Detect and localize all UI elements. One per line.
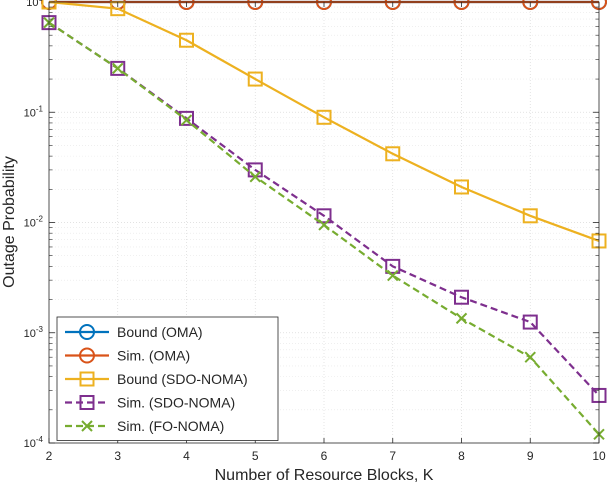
marker-stroke bbox=[455, 312, 468, 325]
legend: Bound (OMA) Sim. (OMA) Bound (SDO-NOMA) Sim… bbox=[56, 316, 279, 441]
x-tick-label: 5 bbox=[252, 449, 259, 463]
legend-entry: Bound (SDO-NOMA) bbox=[65, 371, 248, 387]
data-point bbox=[524, 351, 536, 363]
x-tick-labels: 2 3 4 5 6 7 8 9 10 bbox=[46, 449, 606, 463]
data-point bbox=[79, 324, 95, 340]
x-tick-label: 4 bbox=[183, 449, 190, 463]
data-point bbox=[522, 314, 538, 330]
marker-stroke bbox=[180, 114, 193, 126]
x-tick-label: 10 bbox=[592, 449, 606, 463]
data-point bbox=[387, 269, 399, 282]
data-point bbox=[247, 71, 263, 87]
data-point bbox=[522, 208, 538, 224]
data-point bbox=[454, 179, 469, 195]
legend-entry: Sim. (FO-NOMA) bbox=[65, 418, 224, 434]
y-axis-label: Outage Probability bbox=[1, 156, 18, 288]
y-tick-label: 10-1 bbox=[24, 104, 44, 119]
legend-entry: Sim. (SDO-NOMA) bbox=[65, 395, 235, 411]
data-point bbox=[318, 219, 330, 231]
x-tick-label: 6 bbox=[321, 449, 328, 463]
y-tick-label: 10-4 bbox=[24, 435, 44, 450]
data-point bbox=[81, 420, 93, 432]
x-tick-label: 2 bbox=[46, 449, 53, 463]
y-tick-labels: 100 10-1 10-2 10-3 10-4 bbox=[24, 0, 44, 450]
data-point bbox=[79, 347, 95, 364]
y-tick-label: 10-2 bbox=[24, 215, 44, 230]
x-tick-label: 8 bbox=[458, 449, 465, 463]
legend-label: Bound (SDO-NOMA) bbox=[117, 371, 248, 387]
x-axis-label: Number of Resource Blocks, K bbox=[215, 467, 434, 484]
legend-label: Sim. (SDO-NOMA) bbox=[117, 395, 235, 411]
data-point bbox=[179, 32, 194, 48]
data-point bbox=[455, 312, 468, 325]
marker-stroke bbox=[112, 62, 124, 75]
legend-entry: Sim. (OMA) bbox=[65, 347, 190, 364]
legend-entry: Bound (OMA) bbox=[65, 324, 203, 340]
x-tick-label: 7 bbox=[389, 449, 396, 463]
data-point bbox=[110, 60, 126, 76]
marker-stroke bbox=[249, 171, 261, 183]
marker-stroke bbox=[318, 219, 330, 231]
data-point bbox=[79, 395, 95, 410]
series-5 bbox=[43, 16, 605, 440]
marker-stroke bbox=[524, 351, 536, 363]
data-point bbox=[112, 62, 124, 75]
legend-label: Bound (OMA) bbox=[117, 324, 203, 340]
data-point bbox=[249, 171, 261, 183]
data-point bbox=[79, 371, 95, 387]
data-point bbox=[385, 258, 401, 274]
data-point bbox=[180, 114, 193, 126]
axis-ticks bbox=[48, 1, 600, 444]
data-point bbox=[179, 110, 194, 126]
x-tick-label: 9 bbox=[527, 449, 534, 463]
data-point bbox=[454, 289, 469, 305]
legend-label: Sim. (OMA) bbox=[117, 348, 190, 364]
series-line bbox=[48, 0, 600, 242]
data-point bbox=[385, 146, 401, 162]
legend-label: Sim. (FO-NOMA) bbox=[117, 418, 224, 434]
data-point bbox=[316, 208, 332, 224]
marker-stroke bbox=[81, 420, 93, 432]
data-point bbox=[316, 109, 332, 125]
x-tick-label: 3 bbox=[114, 449, 121, 463]
y-tick-label: 100 bbox=[26, 0, 43, 9]
y-tick-label: 10-3 bbox=[24, 325, 44, 340]
marker-stroke bbox=[387, 269, 399, 282]
